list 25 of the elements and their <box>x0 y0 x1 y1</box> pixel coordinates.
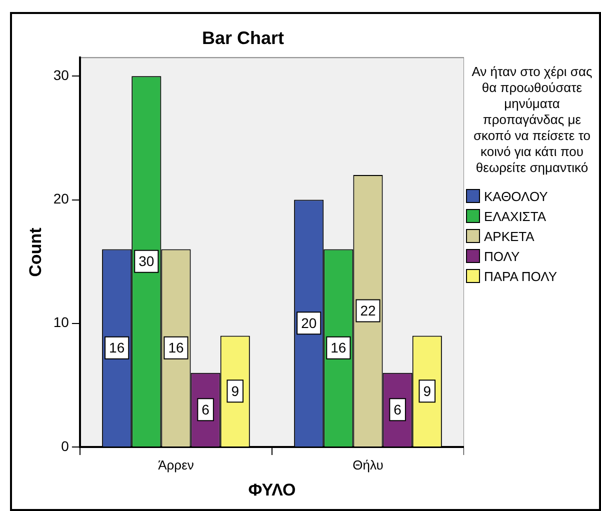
legend-label: ΕΛΑΧΙΣΤΑ <box>484 208 546 224</box>
data-label: 16 <box>109 340 125 356</box>
legend-label: ΑΡΚΕΤΑ <box>484 228 534 244</box>
data-label: 20 <box>301 314 317 331</box>
data-label: 16 <box>168 340 184 356</box>
legend-label: ΠΑΡΑ ΠΟΛΥ <box>484 268 557 284</box>
data-label: 6 <box>202 402 210 418</box>
y-axis-title: Count <box>26 227 45 277</box>
data-label: 30 <box>138 253 154 270</box>
y-tick-label: 10 <box>53 314 70 330</box>
chart-title: Bar Chart <box>202 28 284 48</box>
x-tick-label: Άρρεν <box>158 457 194 472</box>
data-label: 9 <box>423 382 432 399</box>
legend-label: ΚΑΘΟΛΟΥ <box>484 188 548 204</box>
data-label: 22 <box>360 302 376 319</box>
y-tick-label: 30 <box>53 67 70 83</box>
data-label: 16 <box>330 340 346 356</box>
legend-label: ΠΟΛΥ <box>484 248 520 264</box>
y-tick-label: 20 <box>53 190 70 207</box>
data-label: 6 <box>394 402 402 418</box>
legend-title: Αν ήταν στο χέρι σας θα προωθούσατε μηνύματα προπαγάνδας με σκοπό να πείσετε το κοινό για κάτι που θεωρείτε σημαντικό <box>470 64 594 176</box>
x-tick-label: Θήλυ <box>352 457 384 472</box>
x-axis-title: ΦΥΛΟ <box>248 480 296 500</box>
y-tick-label: 0 <box>61 438 70 454</box>
data-label: 9 <box>231 382 240 399</box>
